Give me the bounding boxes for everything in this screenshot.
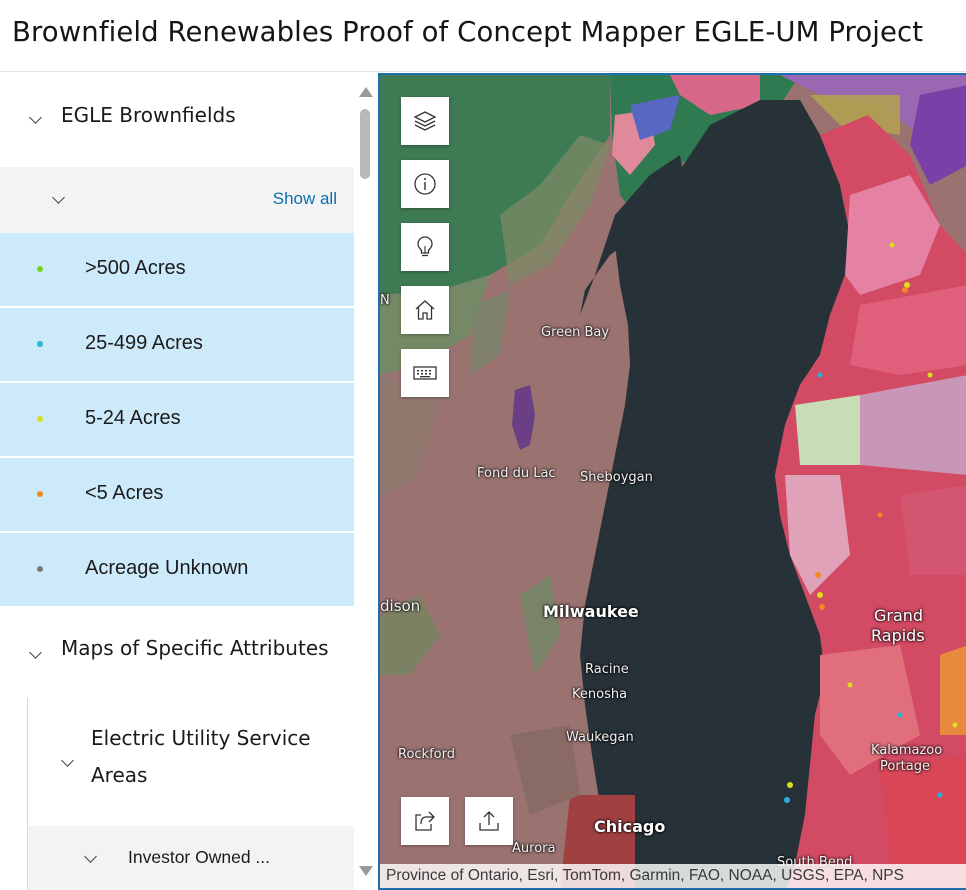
info-icon	[414, 173, 436, 195]
chevron-down-icon[interactable]	[52, 191, 65, 204]
map-label: Waukegan	[566, 730, 634, 745]
legend-item-label: 25-499 Acres	[85, 332, 203, 354]
layer-label: Investor Owned ...	[128, 847, 271, 867]
map-label: Sheboygan	[580, 470, 653, 485]
info-button[interactable]	[401, 160, 449, 208]
legend-dot-icon	[37, 266, 43, 272]
layer-investor-owned[interactable]: Investor Owned ...	[28, 826, 354, 890]
legend-dot-icon	[37, 491, 43, 497]
layer-label: Areas	[91, 763, 148, 787]
layer-maps-of-specific-attributes[interactable]: Maps of Specific Attributes	[0, 606, 354, 696]
layer-electric-utility-service-areas[interactable]: Electric Utility Service Areas	[28, 699, 354, 825]
sidebar-scrollbar[interactable]	[355, 73, 377, 890]
brownfield-points	[784, 242, 958, 803]
layers-icon	[413, 111, 437, 131]
legend-item-label: Acreage Unknown	[85, 557, 249, 579]
map-view[interactable]: Green Bay Fond du Lac Sheboygan dison Mi…	[378, 73, 966, 890]
map-label: Grand	[874, 606, 924, 625]
scroll-thumb[interactable]	[360, 109, 370, 179]
chevron-down-icon[interactable]	[61, 754, 74, 767]
share-icon	[415, 811, 435, 831]
export-button[interactable]	[465, 797, 513, 845]
legend-dot-icon	[37, 341, 43, 347]
keyboard-icon	[413, 366, 437, 380]
map-label: Aurora	[512, 841, 556, 856]
legend-header: Show all	[0, 167, 354, 233]
map-label: Rockford	[398, 747, 455, 762]
scroll-up-icon[interactable]	[359, 87, 373, 97]
legend-dot-icon	[37, 416, 43, 422]
basemap-image	[380, 75, 966, 888]
legend-item-label: >500 Acres	[85, 257, 186, 279]
layers-button[interactable]	[401, 97, 449, 145]
layer-label: EGLE Brownfields	[61, 103, 236, 127]
tree-guide-line	[27, 698, 28, 890]
home-button[interactable]	[401, 286, 449, 334]
map-label: dison	[380, 597, 421, 615]
lightbulb-button[interactable]	[401, 223, 449, 271]
legend-item[interactable]: Acreage Unknown	[0, 533, 354, 606]
map-label: N	[380, 293, 390, 308]
legend-item-label: 5-24 Acres	[85, 407, 181, 429]
share-button[interactable]	[401, 797, 449, 845]
layer-list-panel: EGLE Brownfields Show all >500 Acres 25-…	[0, 73, 378, 890]
map-label: Portage	[880, 759, 930, 774]
map-label: Rapids	[871, 626, 925, 645]
export-icon	[479, 811, 499, 831]
home-icon	[415, 300, 435, 320]
map-label: Chicago	[594, 817, 666, 836]
lightbulb-icon	[417, 236, 433, 257]
map-label: Green Bay	[541, 325, 610, 340]
keyboard-button[interactable]	[401, 349, 449, 397]
map-attribution: Province of Ontario, Esri, TomTom, Garmi…	[380, 864, 966, 888]
map-label: Racine	[585, 662, 629, 677]
map-label: Fond du Lac	[477, 466, 556, 481]
scroll-down-icon[interactable]	[359, 866, 373, 876]
legend-item[interactable]: <5 Acres	[0, 458, 354, 531]
layer-label: Electric Utility Service	[91, 726, 311, 750]
map-label: Kalamazoo	[871, 743, 943, 758]
app-title: Brownfield Renewables Proof of Concept M…	[12, 16, 924, 48]
map-label: Kenosha	[572, 687, 628, 702]
map-label: Milwaukee	[543, 602, 639, 621]
legend-item[interactable]: 5-24 Acres	[0, 383, 354, 456]
legend-item[interactable]: >500 Acres	[0, 233, 354, 306]
layer-label: Maps of Specific Attributes	[61, 636, 329, 660]
chevron-down-icon[interactable]	[29, 111, 42, 124]
legend-dot-icon	[37, 566, 43, 572]
legend-item-label: <5 Acres	[85, 482, 164, 504]
legend-item[interactable]: 25-499 Acres	[0, 308, 354, 381]
chevron-down-icon[interactable]	[84, 850, 97, 863]
show-all-link[interactable]: Show all	[272, 189, 337, 208]
layer-egle-brownfields[interactable]: EGLE Brownfields	[0, 73, 354, 167]
app-header: Brownfield Renewables Proof of Concept M…	[0, 0, 966, 72]
chevron-down-icon[interactable]	[29, 646, 42, 659]
